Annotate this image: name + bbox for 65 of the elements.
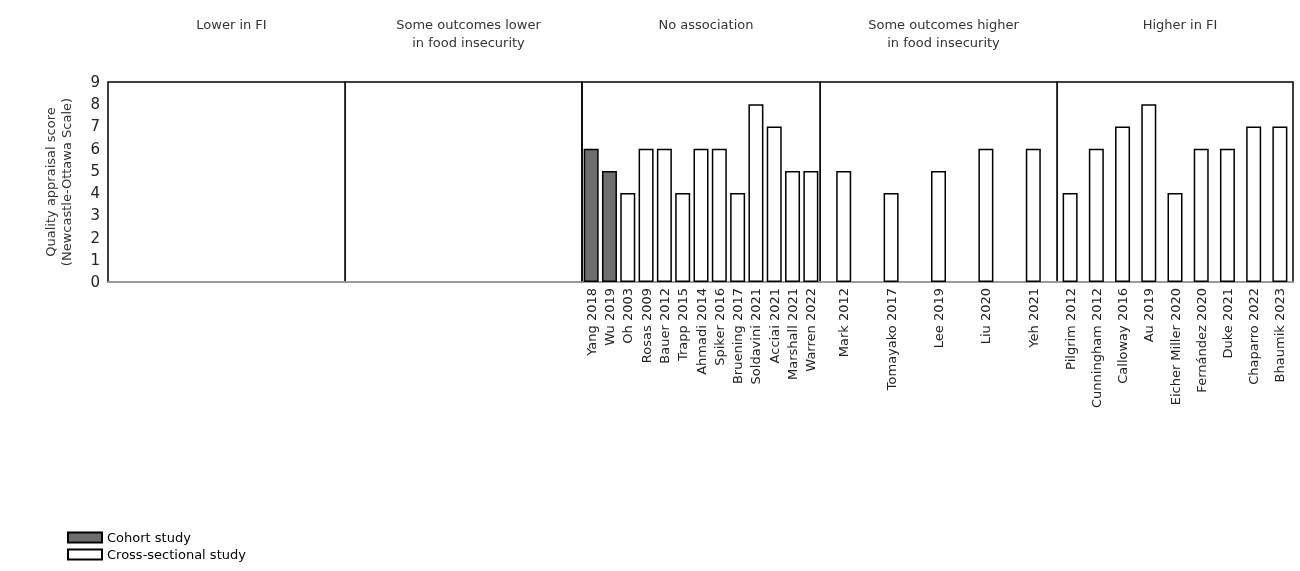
bar bbox=[1167, 193, 1183, 282]
bar bbox=[1115, 126, 1131, 282]
x-tick-label: Lee 2019 bbox=[931, 288, 946, 349]
bar bbox=[785, 170, 801, 282]
legend-label: Cohort study bbox=[107, 530, 192, 545]
bar bbox=[1088, 148, 1104, 282]
x-tick-label: Oh 2003 bbox=[620, 288, 636, 344]
y-tick-label: 9 bbox=[90, 73, 100, 91]
bar bbox=[675, 193, 691, 282]
x-tick-label: Acciai 2021 bbox=[766, 288, 782, 364]
chart-title: Some outcomes higher in food insecurity bbox=[868, 16, 1020, 50]
x-tick-label: Liu 2020 bbox=[978, 288, 994, 345]
y-axis-title: Quality appraisal score (Newcastle-Ottawa Scale) bbox=[42, 97, 74, 267]
bar bbox=[656, 148, 672, 282]
bar bbox=[1193, 148, 1209, 282]
x-tick-label: Marshall 2021 bbox=[785, 288, 801, 380]
x-tick-label: Wu 2019 bbox=[601, 288, 617, 346]
y-tick-label: 5 bbox=[90, 161, 100, 180]
legend-label: Cross-sectional study bbox=[107, 547, 247, 562]
x-tick-label: Chaparro 2022 bbox=[1246, 288, 1262, 385]
y-tick-label: 0 bbox=[90, 273, 100, 291]
bar bbox=[601, 170, 617, 282]
bar bbox=[620, 193, 636, 282]
text: Some outcomes lower in food insecurity bbox=[396, 16, 542, 50]
bar bbox=[638, 148, 654, 282]
x-tick-label: Calloway 2016 bbox=[1115, 288, 1131, 384]
x-tick-label: Yeh 2021 bbox=[1025, 288, 1041, 349]
bar bbox=[730, 193, 746, 282]
x-tick-label: Pilgrim 2012 bbox=[1062, 288, 1078, 370]
x-tick-label: Tomayako 2017 bbox=[883, 288, 899, 392]
y-tick-label: 4 bbox=[90, 184, 100, 203]
bar bbox=[693, 148, 709, 282]
x-tick-label: Trapp 2015 bbox=[675, 288, 691, 363]
x-tick-label: Bruening 2017 bbox=[730, 288, 746, 385]
x-tick-label: Mark 2012 bbox=[836, 288, 852, 358]
x-tick-label: Soldavini 2021 bbox=[748, 288, 764, 385]
x-tick-label: Au 2019 bbox=[1141, 288, 1157, 343]
x-tick-label: Cunningham 2012 bbox=[1088, 288, 1104, 408]
x-tick-label: Spiker 2016 bbox=[711, 288, 727, 366]
x-tick-label: Fernández 2020 bbox=[1193, 288, 1209, 393]
x-tick-label: Ahmadi 2014 bbox=[693, 288, 709, 375]
x-tick-label: Bauer 2012 bbox=[656, 288, 672, 364]
y-tick-label: 8 bbox=[90, 95, 100, 114]
bar bbox=[1062, 193, 1078, 282]
bar bbox=[711, 148, 727, 282]
bar bbox=[1246, 126, 1262, 282]
y-tick-label: 1 bbox=[90, 250, 100, 269]
bar bbox=[1272, 126, 1288, 282]
x-tick-label: Bhaumik 2023 bbox=[1272, 288, 1288, 383]
y-tick-label: 3 bbox=[90, 206, 100, 225]
bar bbox=[748, 104, 764, 282]
bar bbox=[766, 126, 782, 282]
x-tick-label: Yang 2018 bbox=[583, 288, 599, 357]
chart-title: No association bbox=[658, 16, 754, 32]
y-tick-label: 2 bbox=[90, 228, 100, 247]
chart-title: Higher in FI bbox=[1142, 16, 1218, 32]
chart-title: Lower in FI bbox=[196, 16, 267, 32]
x-tick-label: Duke 2021 bbox=[1219, 288, 1235, 359]
x-tick-label: Eicher Miller 2020 bbox=[1167, 288, 1183, 406]
y-tick-label: 6 bbox=[90, 139, 100, 158]
bar bbox=[1141, 104, 1157, 282]
bar bbox=[1219, 148, 1235, 282]
y-tick-label: 7 bbox=[90, 117, 100, 136]
x-tick-label: Rosas 2009 bbox=[638, 288, 654, 364]
x-tick-label: Warren 2022 bbox=[803, 288, 819, 372]
